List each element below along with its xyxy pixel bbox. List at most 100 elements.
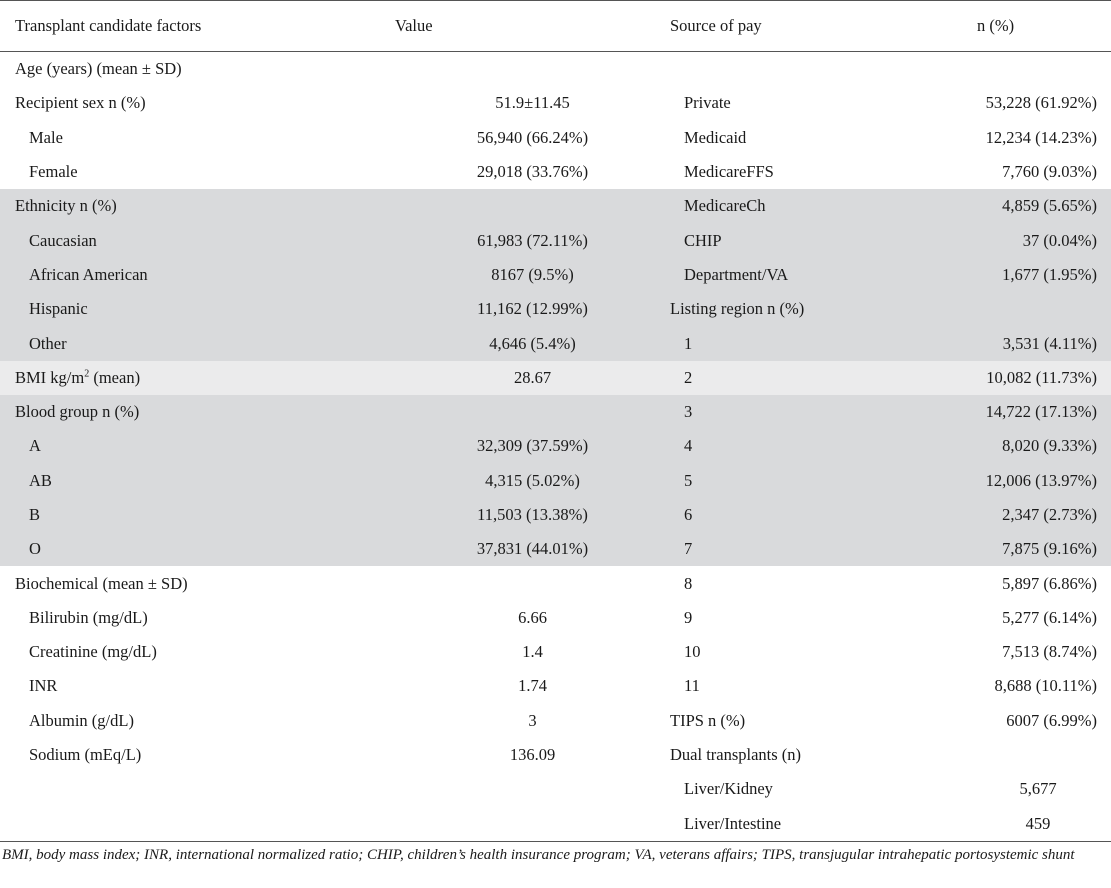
source-cell: Private (684, 93, 731, 113)
table-row: BMI kg/m2 (mean) 28.67 2 10,082 (11.73%) (0, 360, 1111, 395)
value-cell: 1.4 (522, 642, 543, 662)
n-cell: 8,020 (9.33%) (1002, 436, 1097, 456)
factor-cell: Albumin (g/dL) (29, 710, 134, 730)
table-row: Biochemical (mean ± SD) 8 5,897 (6.86%) (0, 566, 1111, 601)
value-cell: 6.66 (518, 607, 547, 627)
table-row: Other 4,646 (5.4%) 1 3,531 (4.11%) (0, 326, 1111, 361)
table-row: Albumin (g/dL) 3 TIPS n (%) 6007 (6.99%) (0, 703, 1111, 738)
factor-cell: O (29, 539, 41, 559)
source-cell: CHIP (684, 230, 722, 250)
n-cell (965, 738, 1111, 772)
source-cell: 2 (684, 367, 693, 387)
n-cell: 5,277 (6.14%) (1002, 607, 1097, 627)
value-cell (395, 772, 670, 806)
source-cell: 6 (684, 505, 693, 524)
factor-cell: Ethnicity n (%) (15, 196, 117, 216)
table-row: AB 4,315 (5.02%) 5 12,006 (13.97%) (0, 463, 1111, 498)
n-cell: 7,513 (8.74%) (1002, 642, 1097, 662)
factor-cell: BMI kg/m2 (mean) (0, 361, 395, 395)
source-cell: 3 (684, 402, 693, 422)
source-cell: Liver/Kidney (684, 779, 773, 799)
source-cell: MedicareCh (684, 196, 766, 216)
source-cell: 8 (684, 573, 693, 593)
factor-cell: B (29, 505, 41, 524)
table-row: African American 8167 (9.5%) Department/… (0, 257, 1111, 293)
n-cell: 6007 (6.99%) (1006, 710, 1097, 730)
factor-cell: African American (29, 264, 148, 284)
n-cell (965, 52, 1111, 87)
table-row: Hispanic 11,162 (12.99%) Listing region … (0, 292, 1111, 327)
n-cell: 12,234 (14.23%) (985, 127, 1097, 147)
source-cell: Liver/Intestine (670, 806, 965, 842)
value-cell: 51.9±11.45 (495, 93, 570, 113)
source-cell: Dual transplants (n) (670, 745, 802, 765)
n-cell: 1,677 (1.95%) (1002, 264, 1097, 284)
value-cell (395, 52, 670, 87)
factor-cell: Male (29, 127, 63, 147)
table-row: INR 1.74 11 8,688 (10.11%) (0, 669, 1111, 704)
n-cell: 4,859 (5.65%) (1002, 196, 1097, 216)
n-cell: 37 (0.04%) (1022, 230, 1097, 250)
table-row: Recipient sex n (%) 51.9±11.45 Private 5… (0, 86, 1111, 121)
n-cell: 7,875 (9.16%) (1002, 539, 1097, 559)
value-cell: 8167 (9.5%) (491, 264, 574, 284)
table-row: A 32,309 (37.59%) 4 8,020 (9.33%) (0, 429, 1111, 464)
source-cell: 7 (684, 539, 693, 559)
source-cell: Department/VA (684, 264, 789, 284)
candidate-factors-table: Transplant candidate factors Value Sourc… (0, 0, 1111, 842)
table-row: Blood group n (%) 3 14,722 (17.13%) (0, 394, 1111, 430)
n-cell: 8,688 (10.11%) (994, 676, 1098, 696)
table-row: Bilirubin (mg/dL) 6.66 9 5,277 (6.14%) (0, 600, 1111, 636)
table-row: Caucasian 61,983 (72.11%) CHIP 37 (0.04%… (0, 223, 1111, 258)
header-source: Source of pay (670, 0, 965, 52)
source-cell: TIPS n (%) (670, 710, 746, 730)
factor-cell: Bilirubin (mg/dL) (29, 607, 148, 627)
value-cell: 11,503 (13.38%) (477, 505, 588, 524)
value-cell: 136.09 (509, 745, 556, 765)
table-row: Liver/Intestine 459 (0, 806, 1111, 842)
table-row: Age (years) (mean ± SD) (0, 51, 1111, 87)
factor-cell: Other (29, 333, 67, 353)
factor-cell: AB (29, 470, 52, 490)
source-cell: 10 (684, 642, 701, 662)
table-row: O 37,831 (44.01%) 7 7,875 (9.16%) (0, 532, 1111, 567)
table-row: Male 56,940 (66.24%) Medicaid 12,234 (14… (0, 120, 1111, 155)
value-cell: 61,983 (72.11%) (477, 230, 588, 250)
header-value: Value (395, 0, 670, 52)
table-row: Ethnicity n (%) MedicareCh 4,859 (5.65%) (0, 189, 1111, 224)
table-row: Creatinine (mg/dL) 1.4 10 7,513 (8.74%) (0, 635, 1111, 670)
n-cell: 3,531 (4.11%) (1002, 333, 1097, 353)
factor-cell: Creatinine (mg/dL) (29, 642, 157, 662)
bmi-label: BMI kg/m (15, 367, 85, 387)
factor-cell: Recipient sex n (%) (15, 93, 146, 113)
factor-cell: Hispanic (29, 299, 88, 319)
value-cell (395, 395, 670, 429)
n-cell: 10,082 (11.73%) (986, 367, 1097, 387)
value-cell: 28.67 (513, 367, 552, 387)
table-row: Liver/Kidney 5,677 (0, 772, 1111, 807)
factor-cell: Female (29, 162, 78, 182)
table-row: Sodium (mEq/L) 136.09 Dual transplants (… (0, 737, 1111, 773)
source-cell: Listing region n (%) (670, 299, 805, 319)
factor-cell (0, 806, 395, 842)
source-cell: Medicaid (684, 127, 747, 147)
n-cell: 5,897 (6.86%) (1002, 573, 1097, 593)
factor-cell: Age (years) (mean ± SD) (15, 59, 182, 79)
value-cell: 56,940 (66.24%) (476, 127, 589, 147)
factor-cell: INR (29, 676, 58, 696)
table-row: Female 29,018 (33.76%) MedicareFFS 7,760… (0, 154, 1111, 190)
source-cell: 9 (684, 607, 693, 627)
source-cell: 1 (684, 333, 693, 353)
bmi-label-tail: (mean) (89, 367, 141, 387)
factor-cell (0, 772, 395, 806)
table-row: B 11,503 (13.38%) 6 2,347 (2.73%) (0, 497, 1111, 533)
source-cell (670, 52, 965, 87)
n-cell: 459 (965, 806, 1111, 842)
value-cell: 1.74 (518, 676, 547, 696)
factor-cell: Biochemical (mean ± SD) (15, 573, 188, 593)
n-cell: 14,722 (17.13%) (985, 402, 1097, 422)
source-cell: MedicareFFS (684, 162, 774, 182)
factor-cell: Sodium (mEq/L) (29, 745, 142, 765)
value-cell: 32,309 (37.59%) (476, 436, 589, 456)
